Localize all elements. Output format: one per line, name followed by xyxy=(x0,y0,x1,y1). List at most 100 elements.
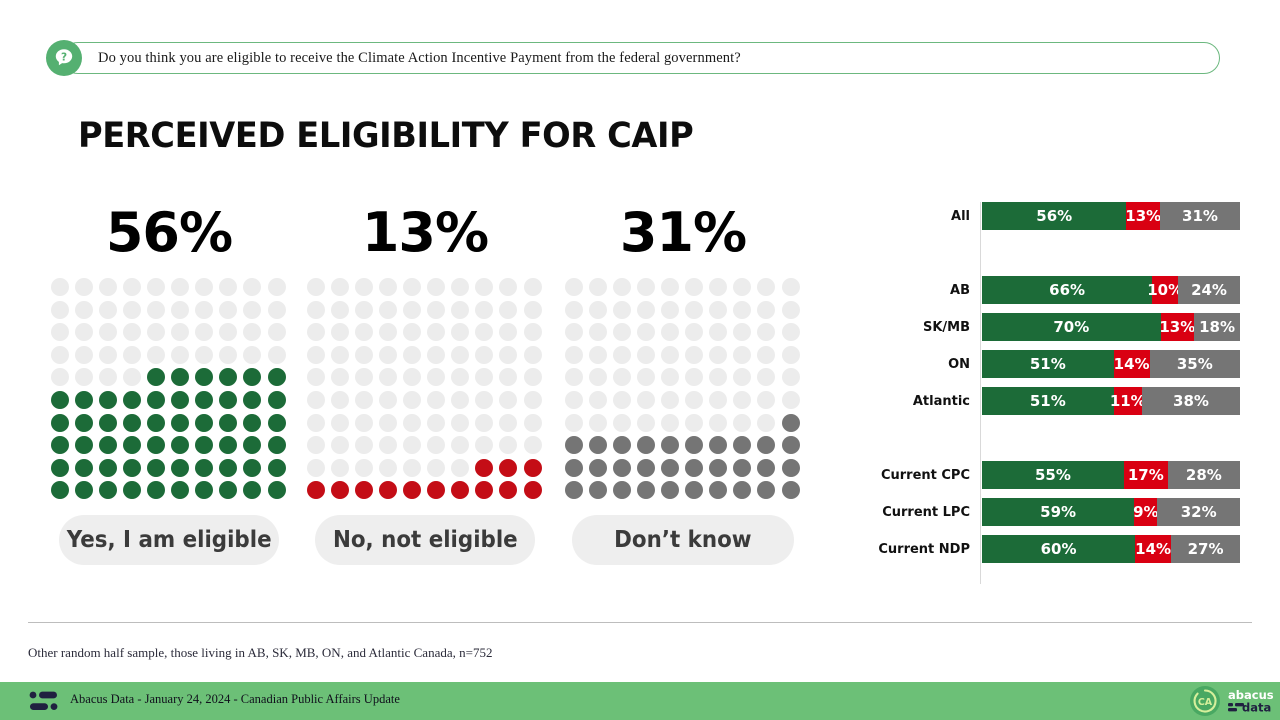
waffle-dot xyxy=(565,323,583,342)
waffle-dot xyxy=(123,458,142,477)
waffle-dot xyxy=(637,323,656,342)
waffle-dot xyxy=(781,300,800,319)
waffle-dot xyxy=(267,368,286,387)
waffle-dot xyxy=(195,413,214,432)
waffle-dot xyxy=(781,323,800,342)
waffle-dot xyxy=(147,345,166,364)
waffle-dot xyxy=(171,278,190,296)
waffle-dot xyxy=(267,278,286,296)
waffle-dot xyxy=(661,278,680,296)
chart-row-bar: 59% 9% 32% xyxy=(982,498,1240,526)
waffle-dot xyxy=(123,278,142,296)
waffle-dot xyxy=(757,458,776,477)
chart-segment-yes: 51% xyxy=(982,350,1114,378)
waffle-label-pill-yes: Yes, I am eligible xyxy=(59,515,279,566)
breakdown-bar-chart: All 56% 13% 31% AB 66% 10% 24% SK/MB 70% 13% 18% ON 5… xyxy=(840,196,1246,586)
waffle-dot xyxy=(499,481,518,500)
waffle-dot xyxy=(499,458,518,477)
waffle-dot xyxy=(637,278,656,296)
waffle-dot xyxy=(51,436,69,455)
waffle-dot xyxy=(75,481,94,500)
waffle-dot xyxy=(613,436,632,455)
chart-row: SK/MB 70% 13% 18% xyxy=(840,313,1240,341)
waffle-dot xyxy=(427,278,446,296)
waffle-dot xyxy=(589,323,608,342)
waffle-dot xyxy=(51,368,69,387)
waffle-dot xyxy=(403,413,422,432)
waffle-dot xyxy=(331,413,350,432)
waffle-dot xyxy=(685,390,704,409)
chart-segment-value: 18% xyxy=(1199,318,1235,336)
waffle-dot xyxy=(243,278,262,296)
chart-segment-no: 14% xyxy=(1135,535,1172,563)
waffle-dot xyxy=(685,413,704,432)
waffle-dot xyxy=(637,458,656,477)
waffle-dot xyxy=(661,323,680,342)
waffle-dot xyxy=(123,368,142,387)
waffle-dot xyxy=(219,481,238,500)
waffle-dot xyxy=(427,481,446,500)
waffle-dot xyxy=(379,368,398,387)
chart-segment-dk: 27% xyxy=(1171,535,1240,563)
waffle-dot xyxy=(51,278,69,296)
waffle-unit-dontknow: % xyxy=(693,201,747,264)
waffle-dot xyxy=(613,300,632,319)
waffle-dot xyxy=(267,436,286,455)
waffle-dot xyxy=(99,481,118,500)
chart-segment-value: 56% xyxy=(1036,207,1073,225)
waffle-dot xyxy=(733,278,752,296)
chart-segment-value: 27% xyxy=(1187,540,1224,558)
waffle-dot xyxy=(99,323,118,342)
waffle-dot xyxy=(427,368,446,387)
waffle-label-text-yes: Yes, I am eligible xyxy=(66,527,272,554)
waffle-dot xyxy=(123,413,142,432)
waffle-dot xyxy=(709,300,728,319)
waffle-grid-yes xyxy=(51,278,287,500)
chart-segment-value: 59% xyxy=(1040,503,1077,521)
waffle-dot xyxy=(75,458,94,477)
waffle-dot xyxy=(685,458,704,477)
waffle-dot xyxy=(451,390,470,409)
waffle-dot xyxy=(565,436,583,455)
svg-text:CA: CA xyxy=(1198,697,1213,708)
question-text: Do you think you are eligible to receive… xyxy=(98,49,741,66)
waffle-big-percent-no: 13% xyxy=(296,196,554,270)
waffle-big-percent-dontknow: 31% xyxy=(554,196,812,270)
waffle-dot xyxy=(733,323,752,342)
waffle-dot xyxy=(685,368,704,387)
footnote-divider xyxy=(28,622,1252,623)
waffle-dot xyxy=(781,458,800,477)
waffle-dot xyxy=(565,278,583,296)
waffle-dot xyxy=(195,390,214,409)
waffle-dot xyxy=(589,413,608,432)
waffle-dot xyxy=(757,481,776,500)
waffle-dot xyxy=(685,481,704,500)
waffle-dot xyxy=(147,481,166,500)
chart-segment-value: 17% xyxy=(1127,466,1164,484)
footer-text: Abacus Data - January 24, 2024 - Canadia… xyxy=(70,692,400,706)
waffle-dot xyxy=(379,390,398,409)
waffle-dot xyxy=(75,323,94,342)
waffle-dot xyxy=(219,436,238,455)
chart-segment-value: 24% xyxy=(1191,281,1227,299)
waffle-dot xyxy=(243,481,262,500)
waffle-dot xyxy=(51,413,69,432)
waffle-dot xyxy=(451,300,470,319)
waffle-dot xyxy=(451,458,470,477)
waffle-dot xyxy=(427,413,446,432)
waffle-dot xyxy=(589,368,608,387)
chart-segment-value: 10% xyxy=(1147,281,1184,299)
waffle-dot xyxy=(733,458,752,477)
waffle-unit-no: % xyxy=(435,201,489,264)
waffle-dot xyxy=(427,458,446,477)
chart-row-label: AB xyxy=(950,282,970,298)
waffle-dot xyxy=(757,368,776,387)
waffle-dot xyxy=(267,481,286,500)
waffle-dot xyxy=(709,345,728,364)
waffle-dot xyxy=(195,458,214,477)
waffle-big-percent-yes: 56% xyxy=(40,196,298,270)
waffle-dot xyxy=(685,278,704,296)
waffle-dot xyxy=(499,345,518,364)
waffle-dot xyxy=(709,458,728,477)
